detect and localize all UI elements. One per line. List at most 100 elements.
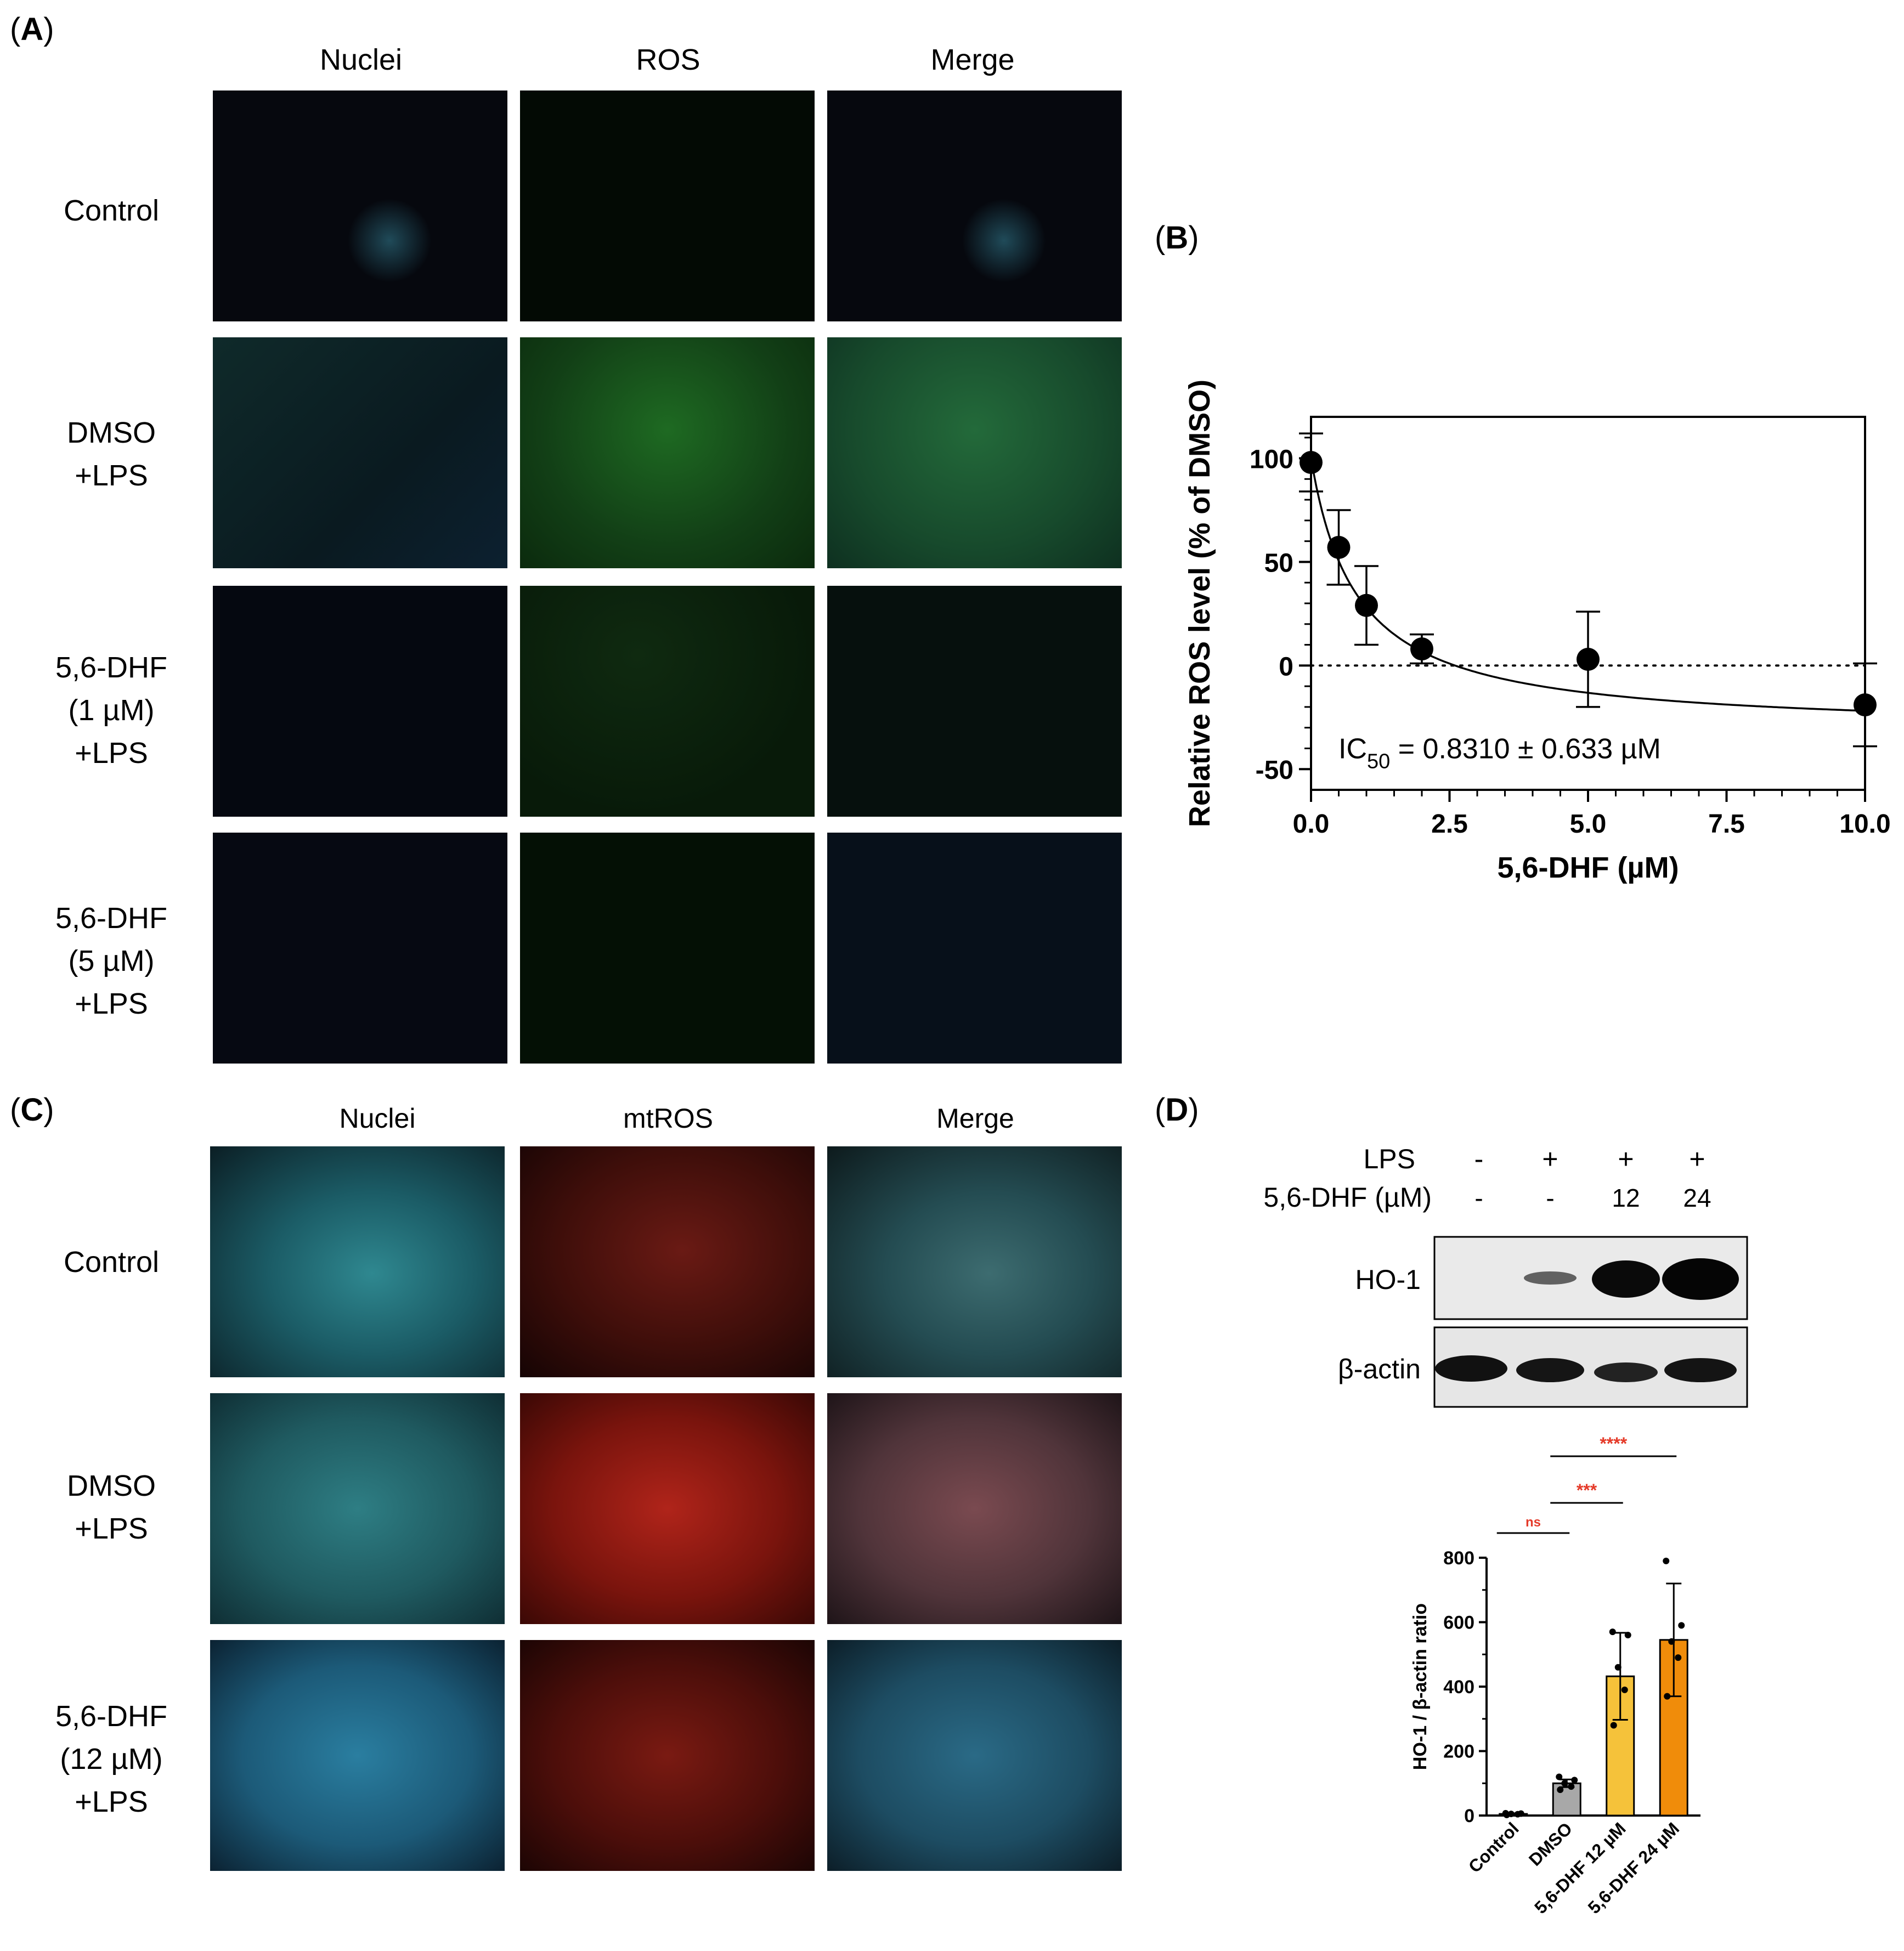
x-tick-label: DMSO bbox=[1525, 1818, 1576, 1869]
micrograph-c-control-mtros bbox=[520, 1146, 815, 1377]
micrograph-c-dhf12-merge bbox=[827, 1640, 1122, 1871]
panel-c-row-dmso: DMSO +LPS bbox=[67, 1469, 156, 1545]
micrograph-c-dmso-mtros bbox=[520, 1393, 815, 1624]
micrograph-c-dhf12-nuclei bbox=[210, 1640, 505, 1871]
y-axis-label: HO-1 / β-actin ratio bbox=[1410, 1603, 1431, 1770]
micrograph-c-dmso-merge bbox=[827, 1393, 1122, 1624]
dhf-value-2: - bbox=[1546, 1184, 1554, 1212]
micrograph-a-dhf5-merge bbox=[827, 833, 1122, 1064]
actin-band-lane1 bbox=[1435, 1355, 1507, 1382]
panel-b-label: (B) bbox=[1155, 220, 1199, 256]
micrograph-a-dhf5-ros bbox=[520, 833, 815, 1064]
panel-a-label: (A) bbox=[10, 12, 54, 47]
x-tick-label: 5.0 bbox=[1570, 810, 1607, 839]
replicate-dot bbox=[1664, 1693, 1671, 1700]
data-point bbox=[1355, 593, 1378, 617]
replicate-dot bbox=[1624, 1632, 1631, 1638]
y-tick-label: 400 bbox=[1443, 1677, 1474, 1698]
micrograph-a-dmso-nuclei bbox=[213, 337, 507, 568]
x-tick-label: Control bbox=[1465, 1818, 1523, 1876]
panel-d-label: (D) bbox=[1155, 1092, 1199, 1128]
y-tick-label: 0 bbox=[1464, 1806, 1474, 1826]
y-tick-label: 50 bbox=[1264, 548, 1293, 578]
dhf-value-1: - bbox=[1474, 1184, 1483, 1212]
dhf-label: 5,6-DHF (µM) bbox=[1263, 1182, 1432, 1213]
x-tick-label: 7.5 bbox=[1708, 810, 1745, 839]
replicate-dot bbox=[1621, 1686, 1628, 1693]
y-tick-label: 200 bbox=[1443, 1741, 1474, 1762]
actin-label: β-actin bbox=[1338, 1354, 1421, 1384]
replicate-dot bbox=[1517, 1810, 1524, 1817]
replicate-dot bbox=[1663, 1557, 1670, 1564]
ho1-band-lane2 bbox=[1524, 1271, 1577, 1285]
significance-label: *** bbox=[1577, 1480, 1597, 1500]
panel-c-row-control: Control bbox=[63, 1246, 160, 1279]
lps-value-4: + bbox=[1689, 1144, 1705, 1174]
significance-label: ns bbox=[1526, 1515, 1541, 1530]
panel-a-row-dhf-5: 5,6-DHF (5 µM) +LPS bbox=[55, 902, 168, 1020]
y-tick-label: -50 bbox=[1256, 756, 1293, 785]
y-tick-label: 100 bbox=[1250, 445, 1293, 474]
micrograph-c-dhf12-mtros bbox=[520, 1640, 815, 1871]
panel-c-col-mtros: mtROS bbox=[623, 1103, 713, 1134]
x-axis-label: 5,6-DHF (µM) bbox=[1497, 851, 1679, 884]
panel-a-row-control: Control bbox=[63, 194, 160, 227]
y-tick-label: 600 bbox=[1443, 1613, 1474, 1633]
replicate-dot bbox=[1556, 1773, 1563, 1780]
actin-band-lane4 bbox=[1664, 1358, 1737, 1382]
lps-label: LPS bbox=[1363, 1144, 1415, 1174]
y-axis-label: Relative ROS level (% of DMSO) bbox=[1183, 380, 1216, 827]
micrograph-a-dmso-ros bbox=[520, 337, 815, 568]
panel-c-col-nuclei: Nuclei bbox=[339, 1103, 416, 1134]
actin-band-lane2 bbox=[1516, 1358, 1584, 1382]
western-blot: LPS - + + + 5,6-DHF (µM) - - 12 24 HO-1 … bbox=[1263, 1144, 1748, 1408]
x-tick-label: 2.5 bbox=[1431, 810, 1468, 839]
replicate-dot bbox=[1557, 1786, 1564, 1793]
replicate-dot bbox=[1610, 1722, 1617, 1729]
micrograph-c-control-merge bbox=[827, 1146, 1122, 1377]
bar bbox=[1552, 1782, 1581, 1817]
replicate-dot bbox=[1678, 1622, 1685, 1629]
replicate-dot bbox=[1609, 1628, 1616, 1636]
data-point bbox=[1577, 648, 1600, 671]
panel-a-col-ros: ROS bbox=[636, 43, 700, 76]
micrograph-a-dhf5-nuclei bbox=[213, 833, 507, 1064]
replicate-dot bbox=[1571, 1777, 1578, 1784]
micrograph-a-control-merge bbox=[827, 91, 1122, 321]
significance-label: **** bbox=[1600, 1434, 1627, 1454]
panel-a-row-dhf-1: 5,6-DHF (1 µM) +LPS bbox=[55, 651, 168, 770]
y-tick-label: 0 bbox=[1279, 652, 1293, 681]
micrograph-a-dhf1-merge bbox=[827, 586, 1122, 817]
replicate-dot bbox=[1502, 1809, 1509, 1817]
panel-c-col-merge: Merge bbox=[936, 1103, 1014, 1134]
panel-c-label: (C) bbox=[10, 1092, 54, 1128]
x-tick-label: 0.0 bbox=[1293, 810, 1330, 839]
actin-band-lane3 bbox=[1594, 1362, 1658, 1382]
dhf-value-3: 12 bbox=[1612, 1184, 1640, 1212]
lps-value-2: + bbox=[1542, 1144, 1558, 1174]
data-point bbox=[1854, 693, 1877, 717]
replicate-dot bbox=[1614, 1664, 1621, 1671]
replicate-dot bbox=[1507, 1811, 1515, 1818]
x-tick-label: 5,6-DHF 12 µM bbox=[1530, 1818, 1630, 1918]
micrograph-c-control-nuclei bbox=[210, 1146, 505, 1377]
lps-value-3: + bbox=[1618, 1144, 1634, 1174]
replicate-dot bbox=[1568, 1783, 1575, 1790]
micrograph-a-control-nuclei bbox=[213, 91, 507, 321]
y-tick-label: 800 bbox=[1443, 1548, 1474, 1569]
lps-value-1: - bbox=[1474, 1144, 1484, 1174]
ic50-annotation: IC50 = 0.8310 ± 0.633 µM bbox=[1338, 733, 1661, 773]
ho1-label: HO-1 bbox=[1355, 1264, 1421, 1295]
micrograph-a-dhf1-ros bbox=[520, 586, 815, 817]
x-tick-label: 10.0 bbox=[1839, 810, 1890, 839]
panel-a-col-nuclei: Nuclei bbox=[319, 43, 403, 76]
data-point bbox=[1327, 536, 1351, 559]
dhf-value-4: 24 bbox=[1683, 1184, 1711, 1212]
micrograph-c-dmso-nuclei bbox=[210, 1393, 505, 1624]
micrograph-a-control-ros bbox=[520, 91, 815, 321]
replicate-dot bbox=[1561, 1780, 1568, 1787]
data-point bbox=[1410, 637, 1433, 661]
data-point bbox=[1300, 451, 1323, 474]
ho1-band-lane3 bbox=[1592, 1260, 1660, 1298]
